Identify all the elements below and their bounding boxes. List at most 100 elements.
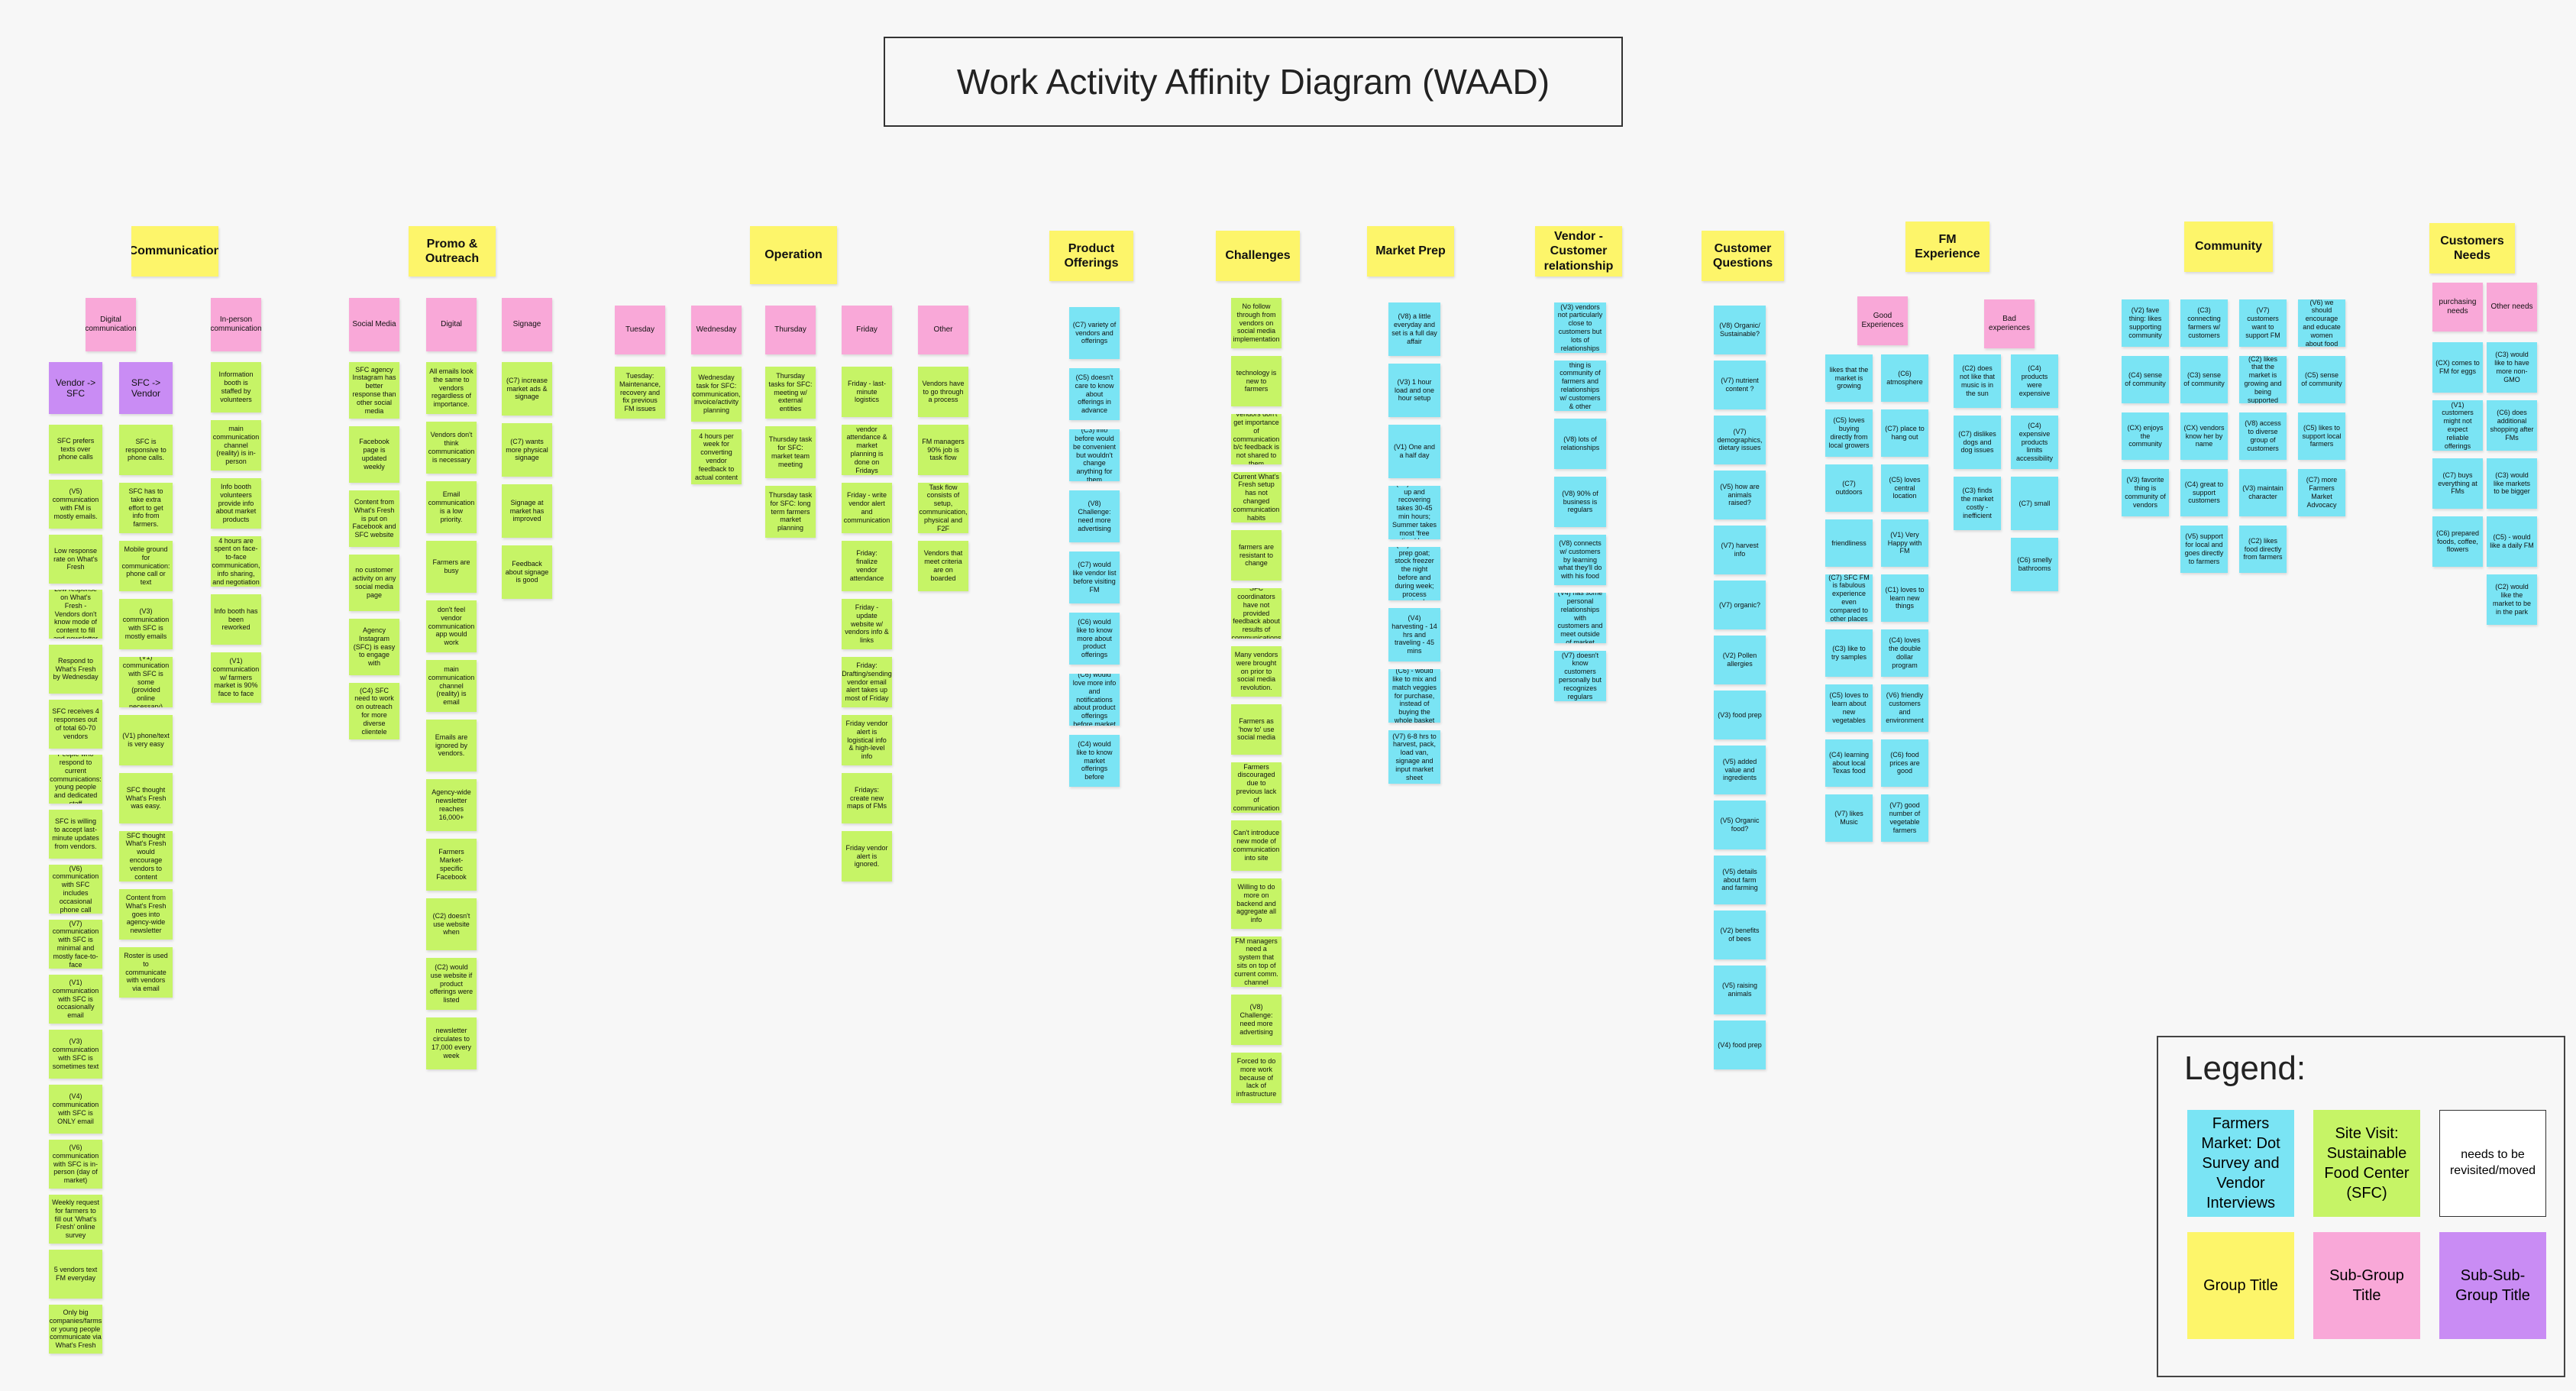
sticky-note: Thursday task for SFC: long term farmers… bbox=[765, 486, 816, 538]
sticky-note: SFC coordinators have not provided feedb… bbox=[1231, 588, 1282, 639]
sticky-note: (V6) communication with SFC includes occ… bbox=[49, 865, 102, 914]
sticky-note: SFC has to take extra effort to get info… bbox=[119, 483, 173, 533]
sticky-note: (C7) would like vendor list before visit… bbox=[1069, 552, 1120, 603]
sticky-note: vendor attendance & market planning is d… bbox=[842, 425, 892, 475]
sticky-note: (CX) vendors know her by name bbox=[2180, 412, 2228, 460]
sticky-note: Farmers are busy bbox=[426, 541, 477, 593]
sticky-note: (C7) buys everything at FMs bbox=[2432, 458, 2483, 509]
sticky-note: (C7) wants more physical signage bbox=[502, 423, 552, 477]
sticky-note: (V5) support for local and goes directly… bbox=[2180, 526, 2228, 573]
sticky-note: (V4) food prep bbox=[1714, 1021, 1766, 1069]
sticky-note: (V3) maintain character bbox=[2239, 469, 2287, 516]
sticky-note: (C3) connecting farmers w/ customers bbox=[2180, 299, 2228, 347]
sticky-note: (C6) - would like to mix and match veggi… bbox=[1388, 669, 1440, 723]
sticky-note: don't feel vendor communication app woul… bbox=[426, 600, 477, 652]
sticky-note: Roster is used to communicate with vendo… bbox=[119, 947, 173, 998]
sticky-note: (C4) expensive products limits accessibi… bbox=[2011, 416, 2058, 469]
sticky-note: (C2) likes food directly from farmers bbox=[2239, 526, 2287, 573]
sticky-note: SFC is responsive to phone calls. bbox=[119, 425, 173, 475]
sticky-note: (C7) small bbox=[2011, 477, 2058, 530]
sticky-note: farmers are resistant to change bbox=[1231, 530, 1282, 581]
sticky-note: Friday - write vendor alert and communic… bbox=[842, 483, 892, 533]
group-title: Vendor - Customer relationship bbox=[1535, 226, 1622, 277]
sticky-note: Friday vendor alert is ignored. bbox=[842, 831, 892, 882]
sticky-note: (V3) food prep bbox=[1714, 691, 1766, 739]
sticky-note: (C3) would like to have more non-GMO bbox=[2487, 342, 2537, 393]
sticky-note: (C5) loves buying directly from local gr… bbox=[1825, 409, 1873, 457]
sticky-note: (V5) raising animals bbox=[1714, 966, 1766, 1014]
sub-group-title: purchasing needs bbox=[2432, 283, 2483, 332]
sticky-note: (C2) would use website if product offeri… bbox=[426, 958, 477, 1010]
sticky-note: Farmers Market-specific Facebook bbox=[426, 839, 477, 891]
group-title: Communication bbox=[131, 226, 218, 277]
sticky-note: (V5) added value and ingredients bbox=[1714, 746, 1766, 794]
sticky-note: (V3) communication with SFC is sometimes… bbox=[49, 1030, 102, 1079]
sticky-note: (C4) loves the double dollar program bbox=[1881, 629, 1928, 677]
sub-sub-group-title: Vendor -> SFC bbox=[49, 362, 102, 414]
sticky-note: SFC agency Instagram has better response… bbox=[349, 362, 399, 419]
sticky-note: Info booth has been reworked bbox=[211, 594, 261, 645]
legend-title: Legend: bbox=[2184, 1050, 2306, 1087]
group-title: Operation bbox=[750, 226, 837, 284]
sticky-note: (C7) outdoors bbox=[1825, 464, 1873, 512]
sticky-note: (V3) communication with SFC is mostly em… bbox=[119, 599, 173, 649]
sticky-note: FM managers 90% job is task flow bbox=[918, 425, 968, 475]
sticky-note: SFC prefers texts over phone calls bbox=[49, 425, 102, 474]
sticky-note: (V7) good number of vegetable farmers bbox=[1881, 794, 1928, 842]
sticky-note: main communication channel (reality) is … bbox=[211, 420, 261, 471]
sticky-note: (V1) communication with SFC is occasiona… bbox=[49, 975, 102, 1024]
sticky-note: Forced to do more work because of lack o… bbox=[1231, 1053, 1282, 1103]
sticky-note: (V8) lots of relationships bbox=[1554, 419, 1606, 469]
sticky-note: (V7) harvest info bbox=[1714, 526, 1766, 574]
sticky-note: (C6) atmosphere bbox=[1881, 354, 1928, 402]
sticky-note: Can't introduce new mode of communicatio… bbox=[1231, 820, 1282, 871]
sticky-note: (C3) like to try samples bbox=[1825, 629, 1873, 677]
sub-group-title: In-person communication bbox=[211, 298, 261, 351]
sticky-note: (V4) communication with SFC is ONLY emai… bbox=[49, 1085, 102, 1134]
group-title: Customer Questions bbox=[1702, 231, 1784, 281]
sticky-note: Friday: finalize vendor attendance bbox=[842, 541, 892, 591]
sticky-note: FM managers need a system that sits on t… bbox=[1231, 936, 1282, 987]
sub-group-title: Social Media bbox=[349, 298, 399, 351]
sticky-note: (V8) Challenge: need more advertising bbox=[1231, 995, 1282, 1045]
sticky-note: (V3) favorite thing is community of vend… bbox=[2122, 469, 2169, 516]
sticky-note: Agency Instagram (SFC) is easy to engage… bbox=[349, 619, 399, 675]
sticky-note: (V8) access to diverse group of customer… bbox=[2239, 412, 2287, 460]
sticky-note: Email communication is a low priority. bbox=[426, 481, 477, 533]
sticky-note: (C3) finds the market costly - inefficie… bbox=[1954, 477, 2001, 530]
sub-group-title: Friday bbox=[842, 306, 892, 354]
sticky-note: (V1) One and a half day bbox=[1388, 425, 1440, 478]
sticky-note: Signage at market has improved bbox=[502, 484, 552, 538]
sticky-note: (V7) organic? bbox=[1714, 581, 1766, 629]
sticky-note: Fridays: create new maps of FMs bbox=[842, 773, 892, 823]
sticky-note: Farmers discouraged due to previous lack… bbox=[1231, 762, 1282, 813]
sticky-note: (C7) dislikes dogs and dog issues bbox=[1954, 416, 2001, 469]
sticky-note: (V7) doesn't know customers personally b… bbox=[1554, 651, 1606, 701]
sticky-note: People who respond to current communicat… bbox=[49, 755, 102, 804]
sticky-note: (V5) how are animals raised? bbox=[1714, 471, 1766, 519]
sticky-note: (V8) Organic/ Sustainable? bbox=[1714, 306, 1766, 354]
sticky-note: Friday vendor alert is logistical info &… bbox=[842, 715, 892, 765]
sticky-note: SFC thought What's Fresh would encourage… bbox=[119, 831, 173, 882]
sticky-note: (V1) Very Happy with FM bbox=[1881, 519, 1928, 567]
sub-group-title: Other needs bbox=[2487, 283, 2537, 332]
sticky-note: (C1) loves to learn new things bbox=[1881, 574, 1928, 622]
sticky-note: (V2) benefits of bees bbox=[1714, 911, 1766, 959]
sub-group-title: Tuesday bbox=[615, 306, 665, 354]
sticky-note: (C5) doesn't care to know about offering… bbox=[1069, 368, 1120, 420]
sticky-note: SFC thought What's Fresh was easy. bbox=[119, 773, 173, 823]
sticky-note: Many vendors were brought on prior to so… bbox=[1231, 646, 1282, 697]
sticky-note: (C7) increase market ads & signage bbox=[502, 362, 552, 416]
sticky-note: (C7) SFC FM is fabulous experience even … bbox=[1825, 574, 1873, 622]
sub-group-title: Other bbox=[918, 306, 968, 354]
sub-group-title: Digital bbox=[426, 298, 477, 351]
sticky-note: (V6) we should encourage and educate wom… bbox=[2298, 299, 2345, 347]
sticky-note: (C4) SFC need to work on outreach for mo… bbox=[349, 683, 399, 739]
sticky-note: Thursday tasks for SFC: meeting w/ exter… bbox=[765, 367, 816, 419]
sticky-note: Willing to do more on backend and aggreg… bbox=[1231, 878, 1282, 929]
group-title: Customers Needs bbox=[2429, 223, 2515, 273]
sticky-note: (V4) harvesting - 14 hrs and traveling -… bbox=[1388, 608, 1440, 662]
sub-group-title: Digital communication bbox=[86, 298, 136, 351]
sticky-note: Farmers as 'how to' use social media bbox=[1231, 704, 1282, 755]
sticky-note: Feedback about signage is good bbox=[502, 545, 552, 599]
